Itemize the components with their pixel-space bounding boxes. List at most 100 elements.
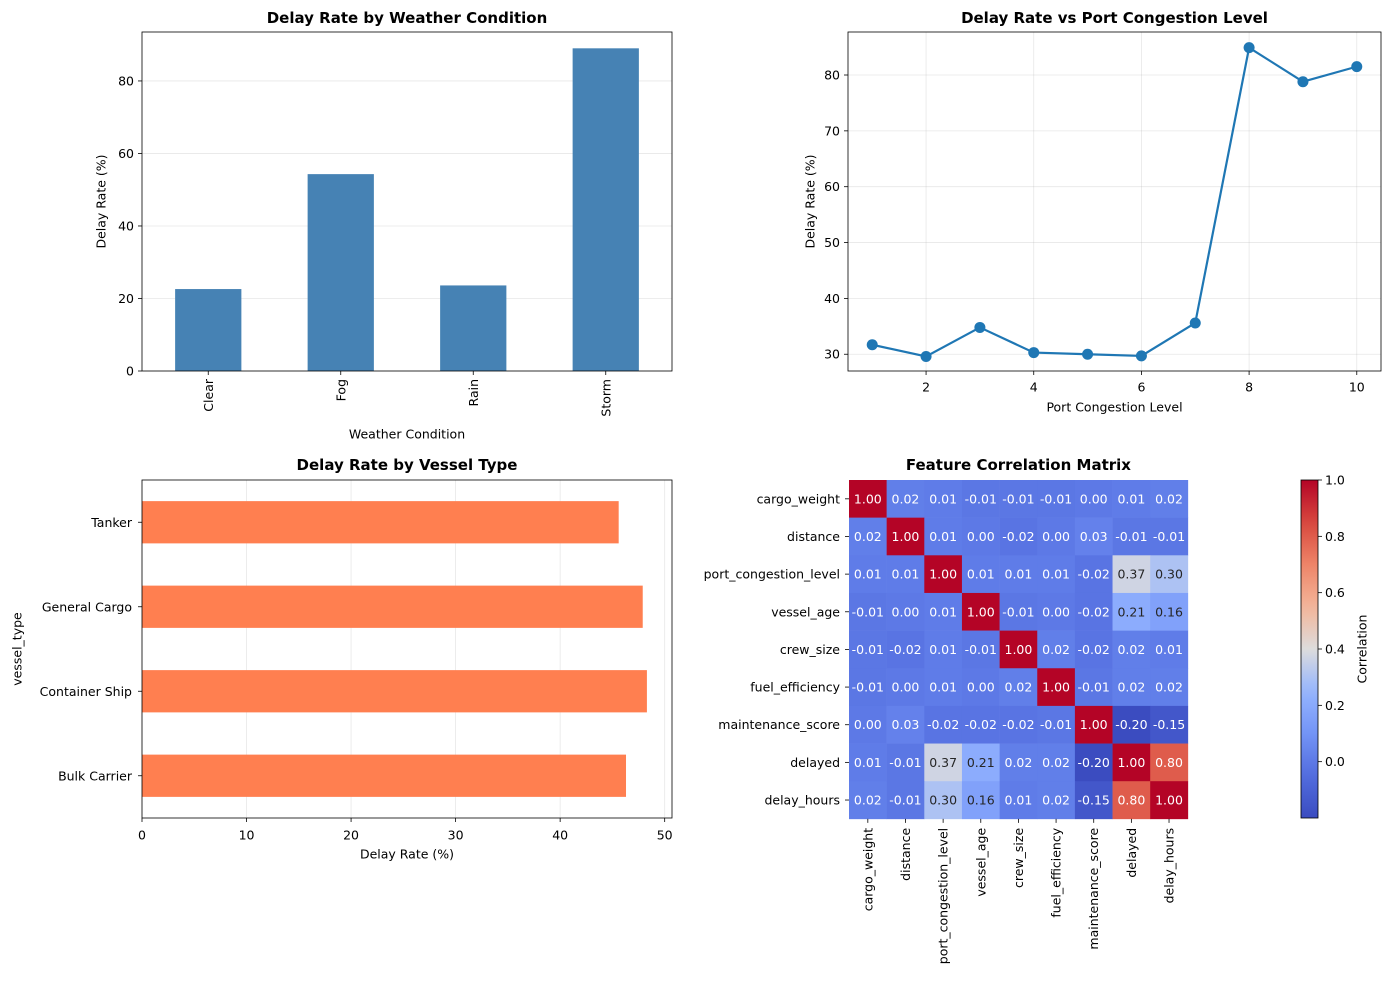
heatmap-cell — [924, 592, 963, 631]
cell-value-label: 1.00 — [854, 491, 882, 506]
heatmap-cell — [924, 743, 963, 782]
cell-value-label: 0.01 — [1155, 642, 1183, 657]
cell-value-label: 0.02 — [1042, 755, 1070, 770]
heatmap-cell — [924, 555, 963, 594]
axes-frame — [847, 31, 1382, 372]
heatmap-cell — [999, 630, 1038, 669]
x-tick-label: distance — [898, 828, 913, 881]
cell-value-label: 1.00 — [967, 604, 995, 619]
cell-value-label: -0.01 — [852, 680, 884, 695]
cell-value-label: 0.02 — [1042, 642, 1070, 657]
cell-value-label: 0.02 — [1117, 642, 1145, 657]
x-tick-label: 10 — [1349, 380, 1365, 395]
cell-value-label: 0.01 — [1005, 793, 1033, 808]
y-tick-label: Tanker — [90, 515, 133, 530]
cell-value-label: 0.02 — [1042, 793, 1070, 808]
cell-value-label: 0.00 — [1080, 491, 1108, 506]
heatmap-cell — [1112, 555, 1151, 594]
cell-value-label: -0.01 — [965, 642, 997, 657]
cell-value-label: 0.02 — [1005, 755, 1033, 770]
heatmap-cell — [961, 668, 1000, 707]
heatmap-cell — [886, 517, 925, 556]
cell-value-label: 1.00 — [1080, 717, 1108, 732]
cell-value-label: 0.00 — [892, 680, 920, 695]
cell-value-label: 0.80 — [1155, 755, 1183, 770]
cell-value-label: 0.30 — [929, 793, 957, 808]
data-point — [1351, 61, 1363, 73]
heatmap-cell — [1112, 630, 1151, 669]
x-tick-label: delayed — [1124, 828, 1139, 878]
heatmap-cell — [999, 705, 1038, 744]
heatmap-cell — [924, 668, 963, 707]
data-point — [1189, 317, 1201, 329]
cell-value-label: 0.01 — [929, 604, 957, 619]
heatmap-cell — [999, 668, 1038, 707]
colorbar-tick-label: 0.4 — [1325, 642, 1345, 657]
x-tick-label: Rain — [466, 379, 481, 406]
x-axis-label: Port Congestion Level — [1046, 400, 1182, 415]
colorbar-tick-label: 1.0 — [1325, 473, 1345, 488]
chart-title: Delay Rate by Weather Condition — [267, 9, 548, 27]
bar-container-ship — [142, 670, 647, 713]
cell-value-label: 0.02 — [1155, 680, 1183, 695]
cell-value-label: -0.01 — [1115, 529, 1147, 544]
x-tick-label: 0 — [138, 828, 146, 843]
cell-value-label: 0.03 — [892, 717, 920, 732]
heatmap-cell — [1037, 743, 1076, 782]
cell-value-label: 0.02 — [1005, 680, 1033, 695]
cell-value-label: -0.01 — [1040, 717, 1072, 732]
heatmap-cell — [849, 592, 887, 631]
x-tick-label: delay_hours — [1162, 828, 1177, 904]
cell-value-label: -0.02 — [1002, 529, 1034, 544]
series-line — [871, 45, 1358, 358]
cell-value-label: -0.02 — [1002, 717, 1034, 732]
x-tick-label: fuel_efficiency — [1049, 827, 1064, 917]
cell-value-label: -0.01 — [1002, 604, 1034, 619]
colorbar-tick-label: 0.6 — [1325, 585, 1345, 600]
heatmap-cell — [1112, 781, 1151, 820]
x-tick-label: crew_size — [1011, 828, 1026, 888]
cell-value-label: -0.02 — [889, 642, 921, 657]
congestion-line-chart: 2 4 6 8 10 30 40 50 60 70 80 Delay Rate vs Port Con… — [803, 9, 1382, 415]
heatmap-cell — [1150, 555, 1189, 594]
heatmap-cell — [886, 705, 925, 744]
cell-value-label: -0.01 — [852, 604, 884, 619]
y-tick-label: Container Ship — [40, 684, 132, 699]
cell-value-label: 0.01 — [1117, 491, 1145, 506]
heatmap-cell — [849, 705, 887, 744]
data-point — [866, 339, 878, 351]
cell-value-label: 0.00 — [1042, 529, 1070, 544]
x-tick-label: 2 — [922, 380, 930, 395]
heatmap-cell — [1112, 743, 1151, 782]
x-tick-label: 30 — [448, 828, 464, 843]
cell-value-label: 0.02 — [1117, 680, 1145, 695]
cell-value-label: -0.02 — [965, 717, 997, 732]
cell-value-label: -0.01 — [1040, 491, 1072, 506]
y-tick-label: delay_hours — [764, 793, 840, 808]
bar-bulk-carrier — [142, 754, 627, 797]
y-tick-label: General Cargo — [42, 599, 132, 614]
heatmap-cell — [1037, 781, 1076, 820]
heatmap-cell — [1150, 480, 1189, 518]
heatmap-cell — [961, 592, 1000, 631]
heatmap-cell — [924, 781, 963, 820]
heatmap-cell — [999, 517, 1038, 556]
cell-value-label: 0.02 — [854, 793, 882, 808]
heatmap-cell — [886, 555, 925, 594]
heatmap-cell — [1074, 592, 1113, 631]
heatmap-cell — [1112, 592, 1151, 631]
heatmap-cell — [1112, 517, 1151, 556]
heatmap-cell — [1074, 630, 1113, 669]
heatmap-cell — [924, 705, 963, 744]
heatmap-cell — [849, 668, 887, 707]
cell-value-label: 0.01 — [967, 567, 995, 582]
y-tick-label: 70 — [824, 123, 840, 138]
heatmap-cell — [999, 781, 1038, 820]
y-tick-label: 60 — [118, 146, 134, 161]
cell-value-label: -0.15 — [1153, 717, 1185, 732]
heatmap-cell — [924, 517, 963, 556]
cell-value-label: 0.01 — [929, 529, 957, 544]
cell-value-label: -0.02 — [1078, 567, 1110, 582]
weather-bar-chart: 0 20 40 60 80 Clear Fog Rain Storm Delay Rate by … — [94, 9, 673, 442]
